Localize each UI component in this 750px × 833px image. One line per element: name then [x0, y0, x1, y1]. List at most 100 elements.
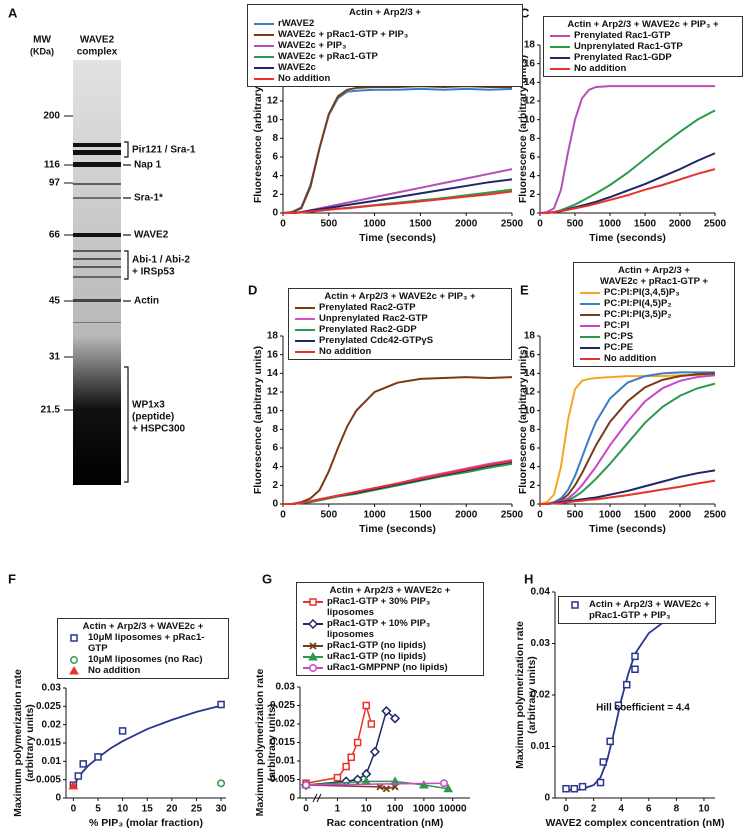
y-tick-label: 8: [529, 133, 535, 144]
x-tick-label: 4: [618, 804, 624, 815]
marker: [342, 762, 350, 771]
y-tick-label: 0.04: [531, 587, 551, 598]
y-tick-label: 2: [529, 189, 535, 200]
marker: [571, 601, 579, 609]
legend-swatch: [295, 318, 315, 320]
y-tick-label: 0: [272, 499, 278, 510]
legend-entry: PC:PI:PI(3,4,5)P₃: [579, 287, 729, 298]
series-line: [305, 782, 445, 786]
series-line: [283, 460, 513, 505]
marker: [118, 727, 127, 735]
gel-header: (KDa): [30, 46, 54, 56]
legend-swatch: [254, 23, 274, 25]
x-tick-label: 100: [387, 804, 404, 815]
y-tick-label: 0.01: [531, 741, 551, 752]
y-axis-label: Fluorescence (arbitrary units): [517, 346, 529, 494]
gel-panel: A MW (KDa) WAVE2 complex 200 116 97 66 4…: [8, 5, 196, 485]
x-tick-label: 2500: [501, 219, 524, 230]
x-axis-label: Time (seconds): [359, 523, 436, 535]
mw-label: 200: [43, 111, 60, 122]
panel-label: D: [248, 282, 257, 297]
legend-title: Actin + Arp2/3 +: [349, 7, 421, 18]
x-tick-label: 2500: [704, 510, 727, 521]
x-tick-label: 2000: [455, 510, 478, 521]
y-tick-label: 2: [272, 189, 278, 200]
y-tick-label: 10: [267, 114, 279, 125]
y-tick-label: 12: [524, 387, 536, 398]
legend-entry: WAVE2c + pRac1-GTP: [253, 51, 517, 62]
legend-label: Prenylated Cdc42-GTPγS: [319, 335, 434, 346]
legend-swatch: [580, 347, 600, 349]
legend-entry: PC:PE: [579, 342, 729, 353]
legend-label: pRac1-GTP + 30% PIP₃ liposomes: [327, 596, 431, 618]
y-tick-label: 0.005: [36, 774, 61, 785]
legend-swatch: [580, 314, 600, 316]
legend-entry: uRac1-GTP (no lipids): [302, 651, 478, 662]
y-tick-label: 6: [529, 443, 535, 454]
legend-label: 10μM liposomes + pRac1-GTP: [88, 632, 205, 654]
legend-swatch: [254, 34, 274, 36]
x-axis-label: Time (seconds): [589, 232, 666, 244]
series-line: [540, 371, 715, 505]
marker: [308, 652, 318, 661]
marker: [217, 700, 225, 709]
series-line: [283, 190, 513, 214]
y-tick-label: 4: [272, 461, 278, 472]
legend-label: Prenylated Rac1-GDP: [574, 52, 672, 63]
y-tick-label: 2: [272, 480, 278, 491]
y-tick-label: 10: [267, 405, 279, 416]
marker: [578, 782, 587, 791]
legend-label: No addition: [604, 353, 657, 364]
marker: [622, 680, 631, 689]
legend: Actin + Arp2/3 + WAVE2c + pRac1-GTP + 30%…: [296, 582, 484, 676]
legend-swatch: [254, 78, 274, 80]
y-tick-label: 0.01: [276, 756, 296, 767]
marker: [79, 760, 87, 768]
mw-label: 21.5: [41, 405, 61, 416]
legend-swatch: [580, 325, 600, 327]
band-brackets: [123, 141, 131, 483]
marker: [391, 783, 399, 791]
band-label: Nap 1: [134, 160, 162, 171]
legend-entry: Unprenylated Rac2-GTP: [294, 313, 506, 324]
legend-entry: pRac1-GTP + 30% PIP₃ liposomes: [302, 596, 478, 618]
legend-label: WAVE2c + PIP₃: [278, 40, 347, 51]
marker: [70, 656, 78, 664]
legend-label: Prenylated Rac2-GTP: [319, 302, 416, 313]
legend-label: PC:PI:PI(3,4,5)P₃: [604, 287, 680, 298]
legend-label: Prenylated Rac1-GTP: [574, 30, 671, 41]
mw-ticks: [64, 115, 73, 411]
marker: [362, 701, 371, 710]
annotation: Hill coefficient = 4.4: [596, 703, 690, 714]
x-tick-label: 1: [335, 804, 341, 815]
legend-swatch: [550, 35, 570, 37]
gel-lane: [73, 60, 121, 485]
y-tick-label: 0: [529, 208, 535, 219]
y-tick-label: 16: [524, 58, 536, 69]
y-tick-label: 12: [524, 96, 536, 107]
legend-entry: No addition: [253, 73, 517, 84]
fit-curve: [566, 611, 705, 792]
x-axis-label: Time (seconds): [589, 523, 666, 535]
x-tick-label: 2500: [501, 510, 524, 521]
x-tick-label: 0: [280, 510, 286, 521]
y-tick-label: 0.025: [270, 700, 295, 711]
marker: [570, 784, 579, 793]
mw-label: 66: [49, 230, 61, 241]
legend-swatch: [295, 351, 315, 353]
y-tick-label: 14: [267, 368, 279, 379]
marker: [309, 598, 317, 606]
panel-label: E: [520, 282, 529, 297]
marker: [333, 773, 342, 782]
marker: [94, 753, 102, 761]
marker: [440, 779, 448, 788]
marker: [353, 738, 362, 747]
x-tick-label: 30: [216, 804, 228, 815]
gel-bands: [73, 143, 121, 323]
y-tick-label: 0.015: [270, 737, 295, 748]
y-tick-label: 14: [524, 77, 536, 88]
marker: [614, 701, 623, 710]
mw-label: 97: [49, 178, 61, 189]
legend-label: PC:PS: [604, 331, 634, 342]
